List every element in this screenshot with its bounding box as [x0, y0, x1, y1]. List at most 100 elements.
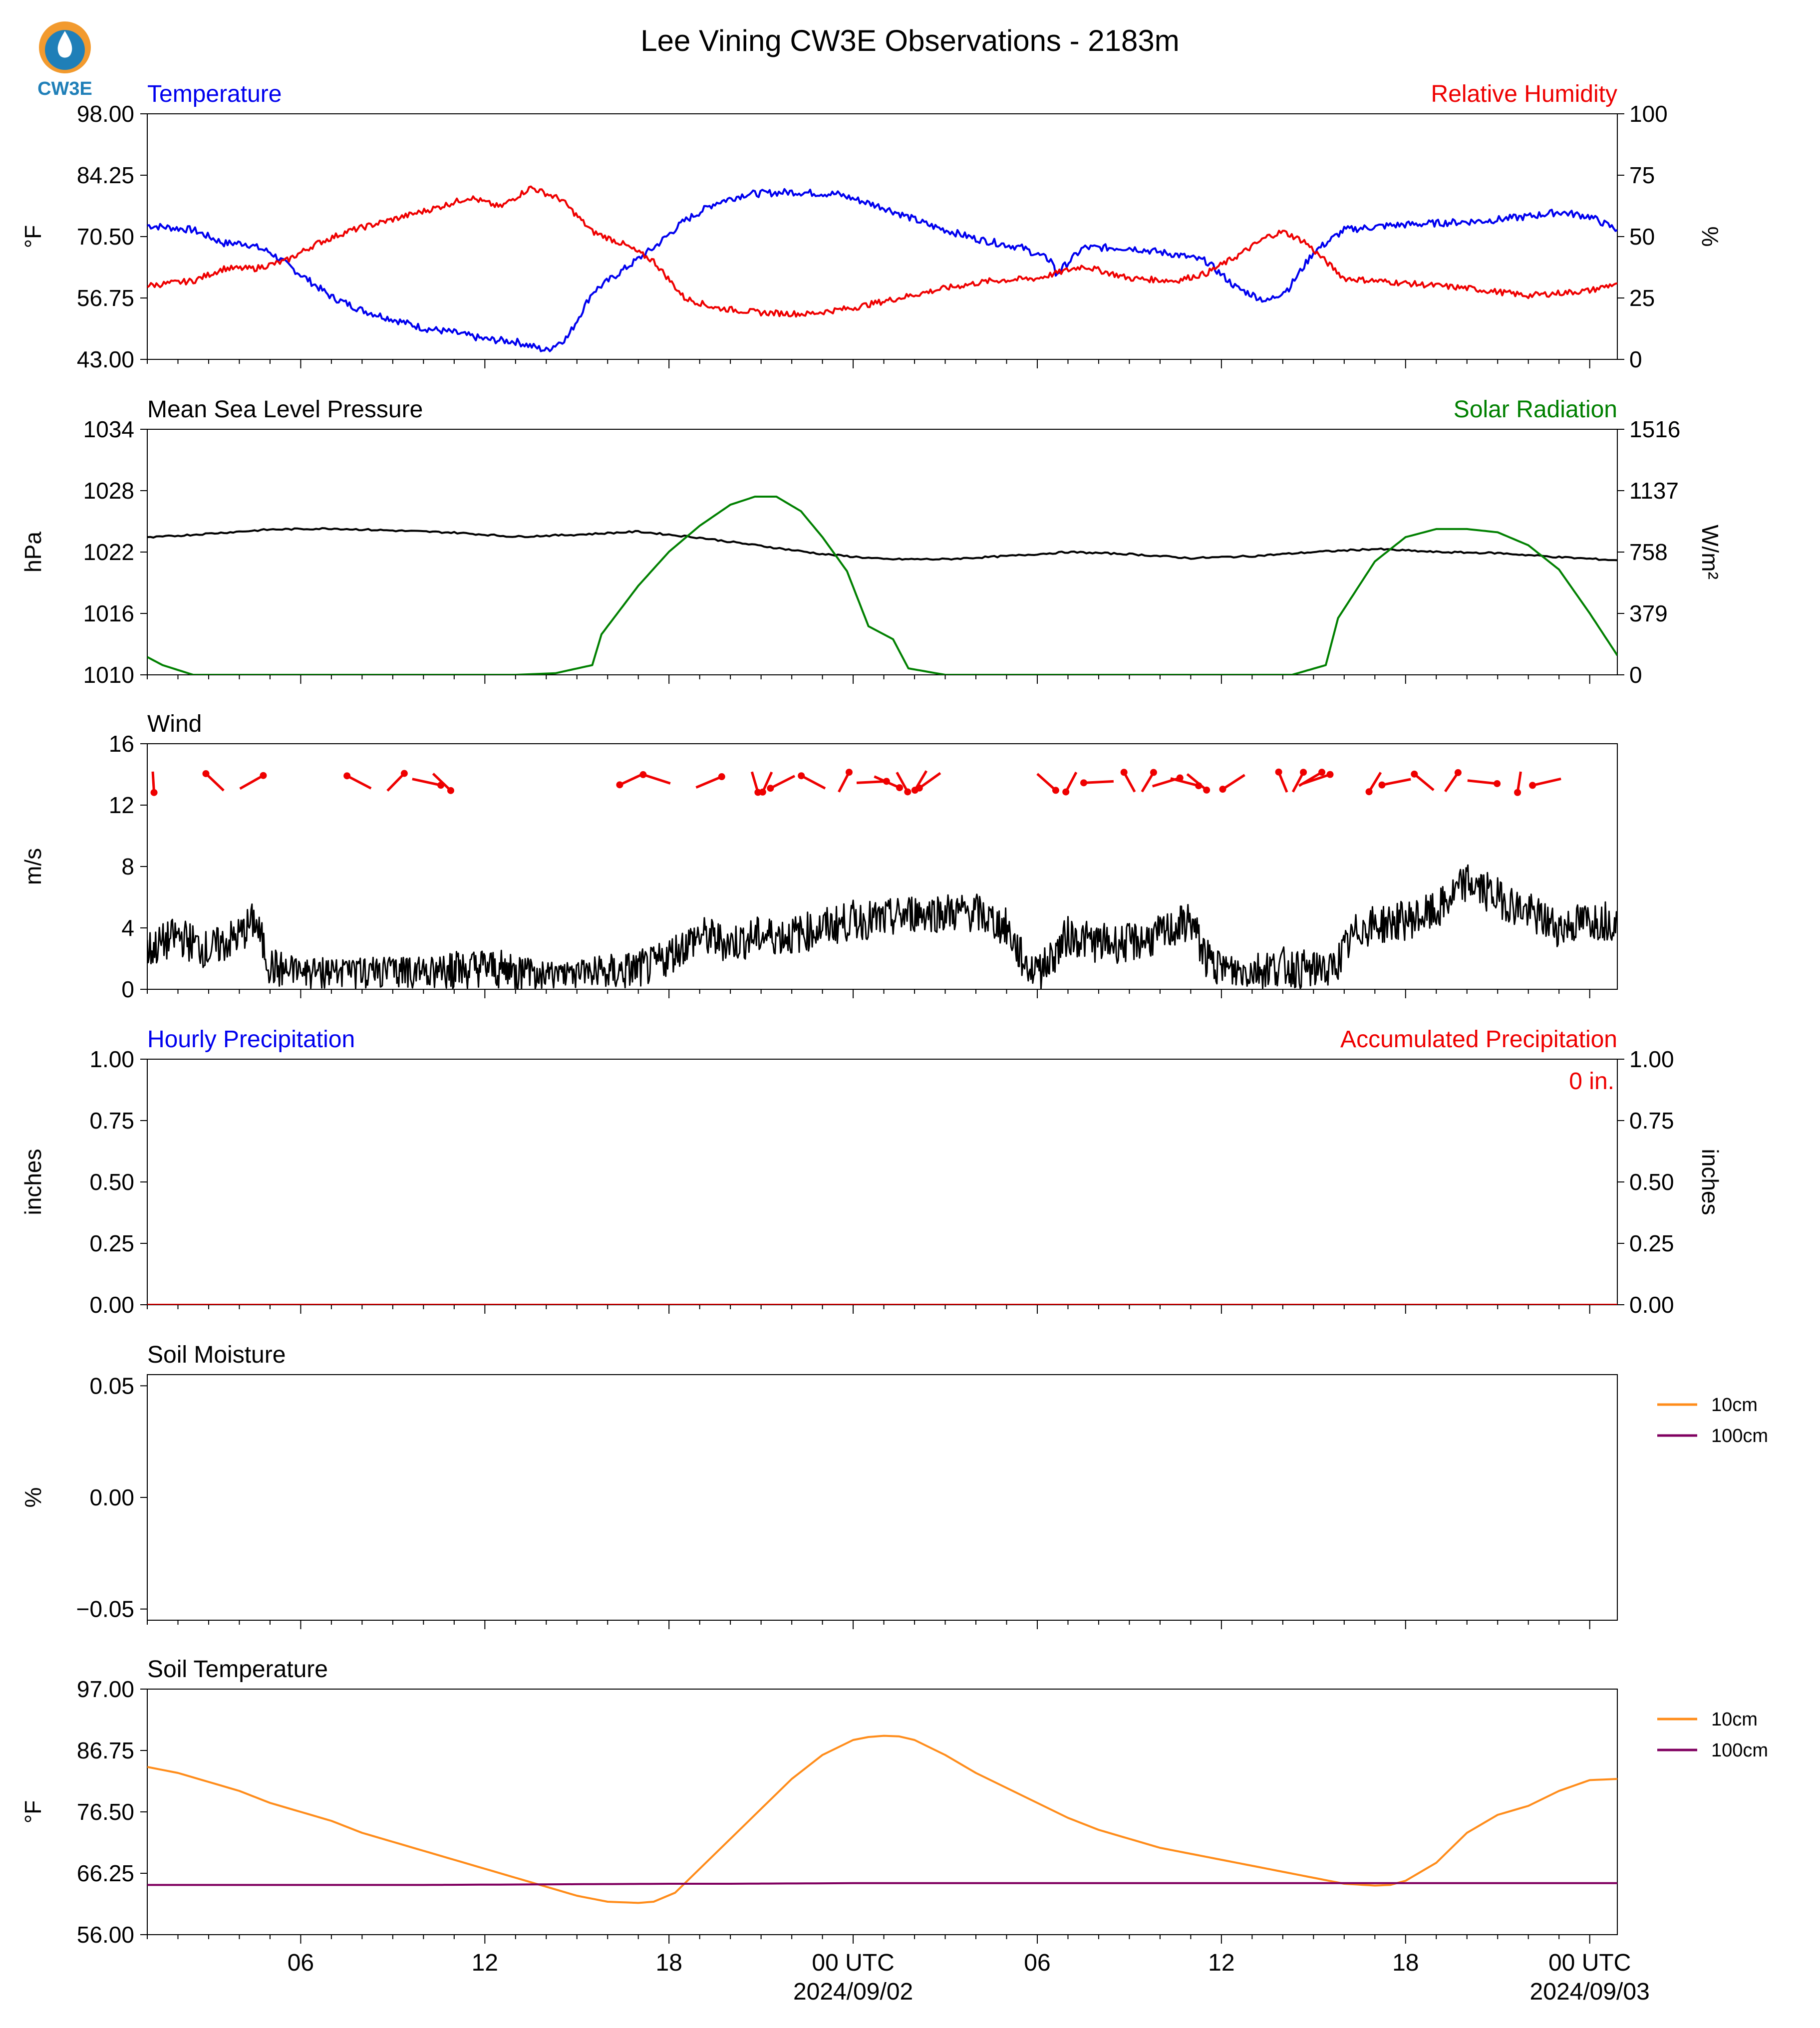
y-tick-label: 1010	[83, 662, 134, 688]
wind-barb	[642, 773, 671, 785]
wind-barb-head	[400, 770, 408, 777]
x-tick-label: 18	[1392, 1950, 1419, 1976]
panel-3: Hourly Precipitation Accumulated Precipit…	[20, 1026, 1723, 1318]
wind-barb	[838, 771, 851, 793]
wind-barb	[1141, 772, 1155, 793]
panel-title: Mean Sea Level Pressure	[147, 396, 423, 423]
y-tick-label: 1034	[83, 416, 134, 442]
y-axis-label: hPa	[20, 532, 46, 573]
wind-barb-head	[1219, 786, 1226, 793]
wind-barb	[918, 772, 941, 789]
y-tick-label-right: 758	[1629, 539, 1668, 565]
wind-barb	[1532, 777, 1561, 787]
panel-title: Soil Moisture	[147, 1342, 286, 1368]
wind-barb-head	[639, 771, 647, 778]
y-tick-label: 0	[121, 976, 134, 1002]
wind-barb	[1302, 773, 1331, 785]
y-tick-label: 84.25	[77, 162, 134, 188]
wind-barb-head	[1454, 769, 1462, 776]
wind-barb	[432, 773, 452, 792]
y-tick-label: 1.00	[89, 1046, 134, 1072]
x-tick-label: 18	[656, 1950, 682, 1976]
y-tick-label-right: 100	[1629, 101, 1668, 127]
y-axis-label: m/s	[20, 848, 46, 885]
wind-barb-head	[1529, 782, 1536, 789]
wind-barb	[750, 771, 759, 793]
legend-label: 100cm	[1711, 1740, 1768, 1761]
wind-barb-head	[1203, 786, 1211, 794]
x-date-label: 2024/09/03	[1530, 1979, 1650, 2005]
wind-barb-head	[343, 772, 351, 780]
accumulated-annotation: 0 in.	[1569, 1068, 1614, 1095]
wind-barb	[1298, 771, 1323, 787]
wind-barb-head	[1378, 781, 1386, 789]
series-line-100cm	[147, 1882, 1617, 1886]
wind-barb	[856, 780, 887, 784]
y-axis-label-right: inches	[1697, 1149, 1723, 1215]
y-axis-label: %	[20, 1487, 46, 1508]
y-tick-label-right: 0.00	[1629, 1292, 1674, 1318]
wind-barb-head	[1326, 771, 1334, 778]
wind-barb	[1123, 772, 1136, 793]
legend-label: 100cm	[1711, 1426, 1768, 1447]
wind-barb	[205, 773, 225, 792]
y-tick-label: 0.25	[89, 1230, 134, 1256]
y-tick-label-right: 75	[1629, 162, 1655, 188]
wind-barb-head	[1411, 770, 1418, 778]
y-tick-label-right: 379	[1629, 600, 1668, 626]
y-tick-label: 1016	[83, 600, 134, 626]
wind-barb	[346, 775, 372, 790]
y-tick-label-right: 0.75	[1629, 1108, 1674, 1134]
legend-label: 10cm	[1711, 1709, 1758, 1730]
wind-barb-head	[1494, 780, 1501, 787]
legend-label: 10cm	[1711, 1395, 1758, 1416]
y-tick-label: 1022	[83, 539, 134, 565]
y-tick-label: 0.00	[89, 1292, 134, 1318]
y-tick-label-right: 0.25	[1629, 1230, 1674, 1256]
y-tick-label: 0.50	[89, 1169, 134, 1195]
y-tick-label-right: 0.50	[1629, 1169, 1674, 1195]
series-line-relative-humidity	[147, 185, 1617, 318]
panel-frame	[147, 113, 1618, 360]
wind-barb-head	[447, 787, 454, 794]
wind-barb	[896, 772, 909, 793]
panel-title-right: Relative Humidity	[1431, 81, 1617, 107]
y-tick-label: 4	[121, 915, 134, 941]
wind-barb	[412, 778, 441, 787]
wind-barb-head	[1120, 769, 1128, 776]
wind-barb	[1277, 771, 1288, 793]
y-tick-label: 56.75	[77, 285, 134, 311]
y-tick-label: 16	[109, 731, 134, 757]
y-tick-label: −0.05	[76, 1596, 134, 1622]
panel-2: Wind 16 12 8 4 0 m/s	[20, 711, 1618, 1002]
wind-barb	[761, 771, 773, 793]
y-tick-label: 97.00	[77, 1676, 134, 1702]
wind-barb-head	[718, 773, 725, 781]
logo-text: CW3E	[37, 78, 92, 99]
wind-barb-head	[767, 785, 774, 792]
y-axis-label-right: %	[1697, 227, 1723, 247]
x-tick-label: 12	[1208, 1950, 1234, 1976]
panel-title: Temperature	[147, 81, 282, 107]
wind-barb	[151, 771, 156, 793]
wind-barb	[1413, 773, 1435, 791]
wind-barb-head	[845, 769, 853, 776]
x-tick-label: 12	[472, 1950, 498, 1976]
wind-barb	[801, 774, 826, 790]
wind-barb-head	[1150, 769, 1157, 776]
panel-frame	[147, 1689, 1618, 1935]
water-drop-logo-icon	[57, 31, 72, 58]
x-date-label: 2024/09/02	[793, 1979, 913, 2005]
wind-barb	[1467, 779, 1498, 785]
wind-barb-head	[798, 772, 805, 780]
y-tick-label: 8	[121, 854, 134, 879]
wind-barb	[1186, 773, 1208, 791]
panel-title: Wind	[147, 711, 202, 737]
wind-barb	[239, 774, 264, 790]
panel-4: Soil Moisture 0.05 0.00 −0.05% 10cm 100cm	[20, 1342, 1768, 1629]
wind-barb	[1064, 772, 1078, 793]
x-tick-label: 00 UTC	[812, 1950, 894, 1976]
y-tick-label: 76.50	[77, 1799, 134, 1825]
panel-title: Soil Temperature	[147, 1656, 328, 1683]
